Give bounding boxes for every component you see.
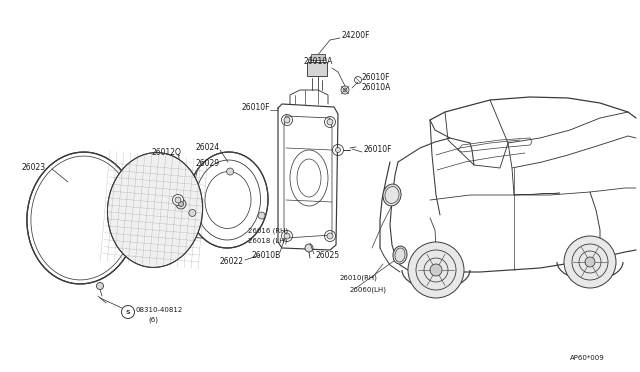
Circle shape (284, 233, 290, 239)
Text: 26022: 26022 (220, 257, 244, 266)
Circle shape (176, 199, 186, 209)
Text: 26010A: 26010A (362, 83, 392, 93)
Text: 26025: 26025 (316, 250, 340, 260)
Circle shape (564, 236, 616, 288)
Text: 26012Q: 26012Q (152, 148, 182, 157)
Text: 26023: 26023 (22, 163, 46, 171)
Circle shape (179, 202, 184, 206)
Text: 26010B: 26010B (252, 250, 281, 260)
Text: 26016 (RH): 26016 (RH) (248, 228, 288, 234)
Circle shape (284, 117, 290, 123)
Ellipse shape (393, 246, 407, 264)
Text: S: S (125, 310, 131, 314)
Circle shape (189, 209, 196, 217)
Ellipse shape (383, 184, 401, 206)
Circle shape (173, 195, 184, 205)
Text: 24200F: 24200F (342, 32, 371, 41)
Bar (307, 62, 327, 76)
Circle shape (97, 282, 104, 289)
Circle shape (343, 88, 347, 92)
Text: 26060(LH): 26060(LH) (350, 287, 387, 293)
Text: 08310-40812: 08310-40812 (136, 307, 183, 313)
Text: 26024: 26024 (196, 142, 220, 151)
Ellipse shape (27, 152, 137, 284)
Circle shape (408, 242, 464, 298)
Circle shape (327, 119, 333, 125)
Bar (311, 54, 325, 60)
Circle shape (305, 244, 313, 252)
Circle shape (335, 148, 340, 153)
Text: 26010A: 26010A (303, 58, 332, 67)
Text: 26010F: 26010F (362, 74, 390, 83)
Circle shape (122, 305, 134, 318)
Circle shape (327, 233, 333, 239)
Circle shape (585, 257, 595, 267)
Text: AP60*009: AP60*009 (570, 355, 605, 361)
Text: 26010F: 26010F (241, 103, 269, 112)
Text: (6): (6) (148, 317, 158, 323)
Circle shape (227, 168, 234, 175)
Text: 26010F: 26010F (364, 145, 392, 154)
Circle shape (258, 212, 265, 219)
Text: 26010(RH): 26010(RH) (340, 275, 378, 281)
Text: 26018 (LH): 26018 (LH) (248, 238, 287, 244)
Circle shape (175, 197, 181, 203)
Ellipse shape (108, 153, 203, 267)
Text: 26029: 26029 (196, 158, 220, 167)
Ellipse shape (188, 152, 268, 248)
Circle shape (430, 264, 442, 276)
